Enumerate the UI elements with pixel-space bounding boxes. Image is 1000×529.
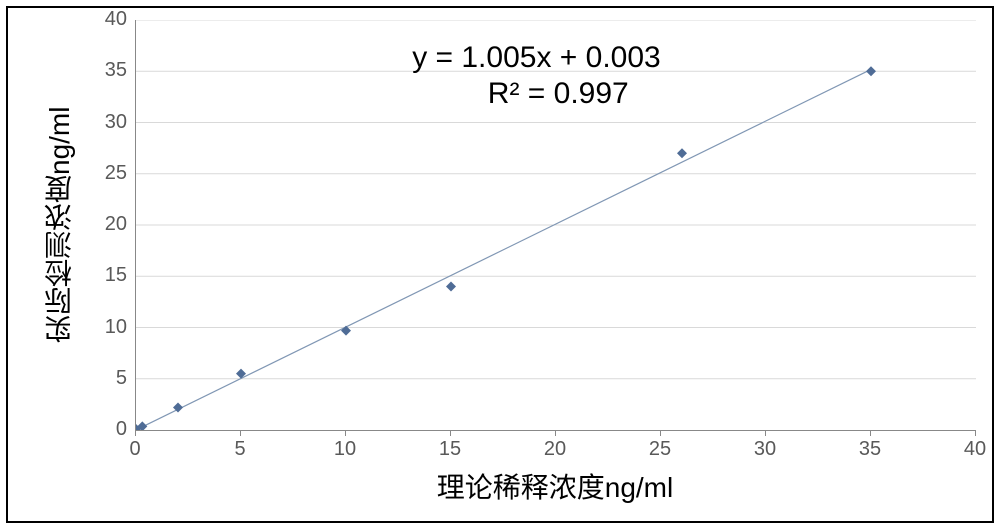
y-tick-label: 30 (105, 111, 127, 134)
y-tick-label: 5 (116, 367, 127, 390)
x-axis-title: 理论稀释浓度ng/ml (135, 466, 975, 506)
x-tick-mark (555, 430, 556, 436)
y-tick-label: 10 (105, 316, 127, 339)
equation-annotation: y = 1.005x + 0.003 (412, 41, 661, 75)
data-point (866, 66, 876, 76)
x-tick-mark (975, 430, 976, 436)
x-tick-label: 30 (754, 438, 776, 461)
x-tick-label: 25 (649, 438, 671, 461)
y-tick-label: 0 (116, 418, 127, 441)
x-tick-label: 10 (334, 438, 356, 461)
x-tick-label: 40 (964, 438, 986, 461)
x-tick-label: 5 (234, 438, 245, 461)
x-tick-mark (765, 430, 766, 436)
x-tick-mark (240, 430, 241, 436)
x-tick-label: 0 (129, 438, 140, 461)
r2-annotation: R² = 0.997 (488, 77, 629, 111)
x-tick-label: 15 (439, 438, 461, 461)
x-tick-label: 20 (544, 438, 566, 461)
data-point (677, 148, 687, 158)
x-tick-label: 35 (859, 438, 881, 461)
chart-container: 0 5 10 15 20 25 30 35 40 0 5 10 15 20 25 30 35 40 实际检测浓度… (0, 0, 1000, 529)
y-tick-label: 20 (105, 213, 127, 236)
x-tick-mark (660, 430, 661, 436)
data-point (446, 282, 456, 292)
x-tick-mark (345, 430, 346, 436)
y-tick-label: 40 (105, 8, 127, 31)
y-tick-label: 15 (105, 264, 127, 287)
y-tick-label: 35 (105, 59, 127, 82)
x-tick-mark (135, 430, 136, 436)
y-tick-label: 25 (105, 162, 127, 185)
trendline (136, 69, 871, 430)
y-axis-title: 实际检测浓度ng/ml (40, 50, 80, 400)
x-tick-mark (870, 430, 871, 436)
x-tick-mark (450, 430, 451, 436)
